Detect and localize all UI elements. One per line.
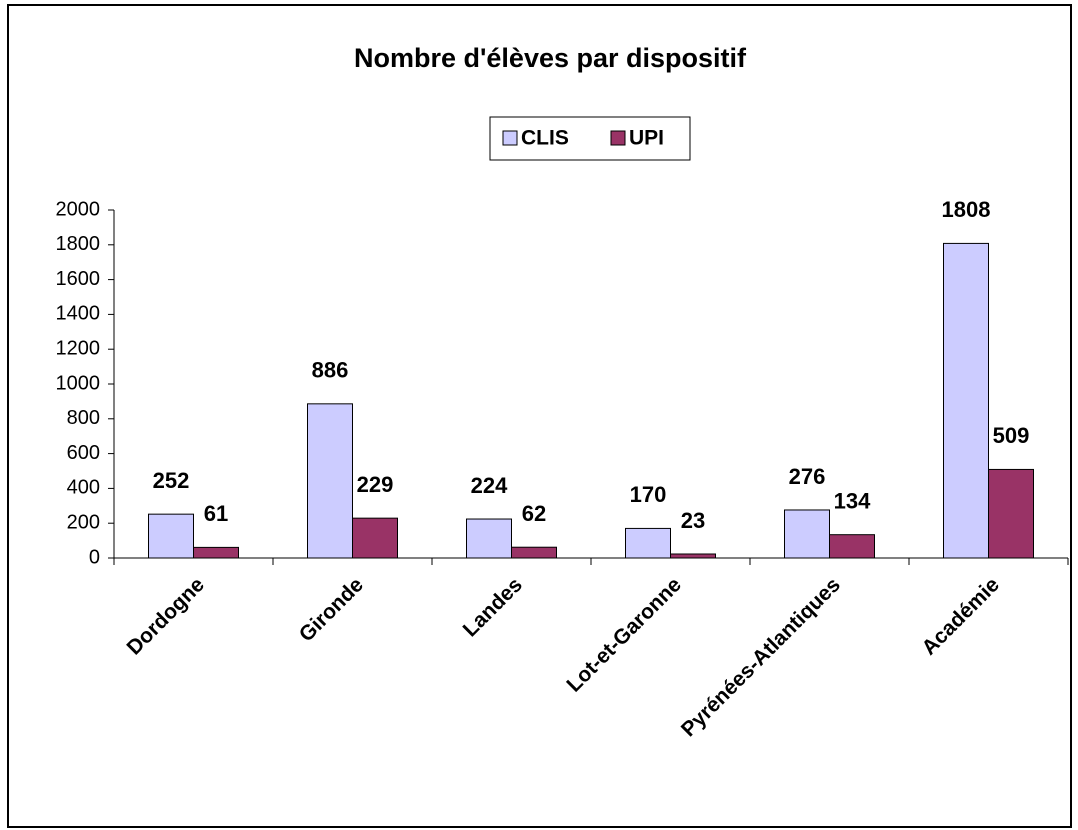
y-tick-label: 1200 bbox=[56, 337, 101, 359]
legend-label: UPI bbox=[629, 127, 664, 150]
data-label: 509 bbox=[993, 423, 1030, 448]
bar bbox=[193, 546, 239, 559]
bar bbox=[307, 403, 353, 559]
bar bbox=[511, 546, 557, 559]
legend-swatch bbox=[610, 130, 626, 146]
bar bbox=[352, 517, 398, 559]
legend-label: CLIS bbox=[521, 127, 569, 150]
bar bbox=[943, 242, 989, 559]
data-label: 886 bbox=[312, 358, 349, 383]
chart-title: Nombre d'élèves par dispositif bbox=[354, 43, 747, 73]
bar bbox=[625, 527, 671, 559]
data-label: 224 bbox=[471, 473, 508, 498]
y-tick-label: 1400 bbox=[56, 303, 101, 325]
data-label: 229 bbox=[357, 472, 394, 497]
data-label: 61 bbox=[204, 501, 228, 526]
y-tick-label: 800 bbox=[67, 407, 100, 429]
y-tick-label: 1600 bbox=[56, 268, 101, 290]
bar bbox=[670, 553, 716, 559]
bar bbox=[784, 509, 830, 559]
data-label: 1808 bbox=[942, 197, 991, 222]
y-tick-label: 1000 bbox=[56, 372, 101, 394]
legend-box bbox=[489, 116, 691, 161]
data-label: 276 bbox=[789, 464, 826, 489]
y-tick-label: 600 bbox=[67, 442, 100, 464]
y-tick-label: 400 bbox=[67, 477, 100, 499]
y-tick-label: 2000 bbox=[56, 198, 101, 220]
y-tick-label: 200 bbox=[67, 511, 100, 533]
y-tick-label: 1800 bbox=[56, 233, 101, 255]
y-tick-label: 0 bbox=[89, 546, 100, 568]
data-label: 252 bbox=[153, 468, 190, 493]
legend-swatch bbox=[502, 130, 518, 146]
data-label: 170 bbox=[630, 482, 667, 507]
bar bbox=[466, 518, 512, 559]
bar bbox=[988, 468, 1034, 559]
data-label: 134 bbox=[834, 488, 871, 513]
data-label: 62 bbox=[522, 501, 546, 526]
data-label: 23 bbox=[681, 508, 705, 533]
bar bbox=[829, 534, 875, 559]
bar bbox=[148, 513, 194, 559]
